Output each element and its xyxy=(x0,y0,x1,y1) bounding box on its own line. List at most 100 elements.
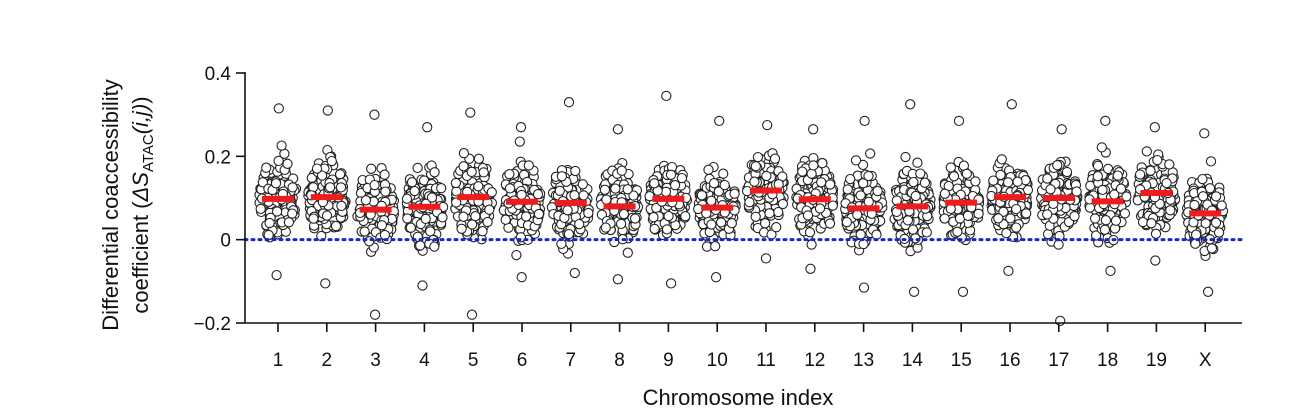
data-point xyxy=(771,222,782,233)
data-point xyxy=(1190,229,1202,240)
axes xyxy=(236,72,1242,332)
data-point xyxy=(514,136,525,147)
data-point xyxy=(872,185,883,197)
data-point xyxy=(1092,160,1104,171)
data-point xyxy=(364,236,375,247)
x-tick-label: 18 xyxy=(1097,350,1118,371)
data-point xyxy=(511,249,522,261)
x-tick-label: 9 xyxy=(663,350,674,371)
data-point xyxy=(769,153,781,164)
data-point xyxy=(615,218,627,230)
data-point xyxy=(610,183,621,194)
data-point xyxy=(1188,217,1199,228)
data-point xyxy=(669,180,681,191)
data-point xyxy=(953,115,965,127)
data-point xyxy=(628,190,639,201)
data-point xyxy=(908,176,919,188)
data-point xyxy=(420,213,431,225)
x-tick-label: 1 xyxy=(273,350,284,371)
data-point xyxy=(412,162,423,174)
x-tick-label: 16 xyxy=(999,350,1020,371)
data-point xyxy=(827,200,838,211)
x-tick-label: 10 xyxy=(707,350,728,371)
data-point xyxy=(1071,186,1082,197)
data-point xyxy=(665,169,677,180)
data-point xyxy=(762,119,773,131)
data-point xyxy=(450,177,462,189)
data-point xyxy=(486,187,497,198)
data-point xyxy=(993,213,1004,224)
data-point xyxy=(334,169,346,180)
data-point xyxy=(1134,169,1146,180)
data-point xyxy=(321,210,333,221)
data-point xyxy=(900,151,911,163)
x-tick-label: 11 xyxy=(756,350,776,371)
data-point xyxy=(466,219,478,230)
data-point xyxy=(708,178,720,189)
data-point xyxy=(1053,239,1064,250)
data-point xyxy=(422,122,433,133)
data-point xyxy=(661,224,673,235)
data-point xyxy=(533,208,545,220)
data-point xyxy=(912,157,923,168)
data-point xyxy=(1042,209,1053,220)
data-point xyxy=(465,107,476,118)
data-point xyxy=(311,163,323,174)
data-point xyxy=(429,167,440,178)
data-point xyxy=(336,200,347,212)
data-point xyxy=(308,213,319,224)
data-point xyxy=(1197,191,1209,202)
data-point xyxy=(939,213,950,224)
data-point xyxy=(600,222,611,233)
data-point xyxy=(996,154,1007,165)
y-axis-title-line2: coefficient (ΔSATAC(i,j)) xyxy=(128,96,157,313)
data-point xyxy=(858,282,870,293)
data-point xyxy=(563,228,575,240)
data-point xyxy=(425,226,436,237)
x-tick-label: 14 xyxy=(902,350,924,371)
data-point xyxy=(676,172,688,184)
data-point xyxy=(1100,215,1112,226)
data-point xyxy=(995,169,1006,181)
data-point xyxy=(680,211,691,222)
data-point xyxy=(907,224,919,235)
data-point xyxy=(335,182,347,193)
data-point xyxy=(417,280,428,291)
data-point xyxy=(1210,191,1222,202)
data-point xyxy=(706,195,717,206)
data-point xyxy=(451,197,462,208)
data-point xyxy=(478,167,489,178)
data-point xyxy=(1165,205,1176,216)
data-point xyxy=(973,208,984,219)
data-point xyxy=(612,274,624,285)
data-point xyxy=(369,179,380,191)
data-point xyxy=(437,212,448,223)
data-point xyxy=(1096,142,1107,153)
data-points xyxy=(254,90,1229,327)
data-point xyxy=(842,184,853,195)
x-tick-label: 3 xyxy=(370,350,381,371)
data-point xyxy=(520,211,532,222)
data-point xyxy=(405,222,416,233)
data-point xyxy=(715,217,727,228)
data-point xyxy=(458,161,469,172)
data-point xyxy=(473,153,485,164)
data-point xyxy=(1197,173,1208,185)
data-point xyxy=(612,124,624,135)
data-point xyxy=(1210,217,1222,228)
data-point xyxy=(649,178,660,189)
data-point xyxy=(1006,99,1017,110)
data-point xyxy=(961,168,972,179)
data-point xyxy=(841,216,853,228)
data-point xyxy=(1150,228,1162,239)
data-point xyxy=(402,213,413,224)
data-point xyxy=(415,240,426,251)
data-point xyxy=(330,220,342,232)
y-tick-label: −0.2 xyxy=(193,314,231,335)
data-point xyxy=(824,179,836,190)
data-point xyxy=(806,239,817,250)
data-point xyxy=(523,160,534,171)
data-point xyxy=(744,197,755,208)
x-tick-label: X xyxy=(1199,350,1212,371)
data-point xyxy=(578,190,589,201)
